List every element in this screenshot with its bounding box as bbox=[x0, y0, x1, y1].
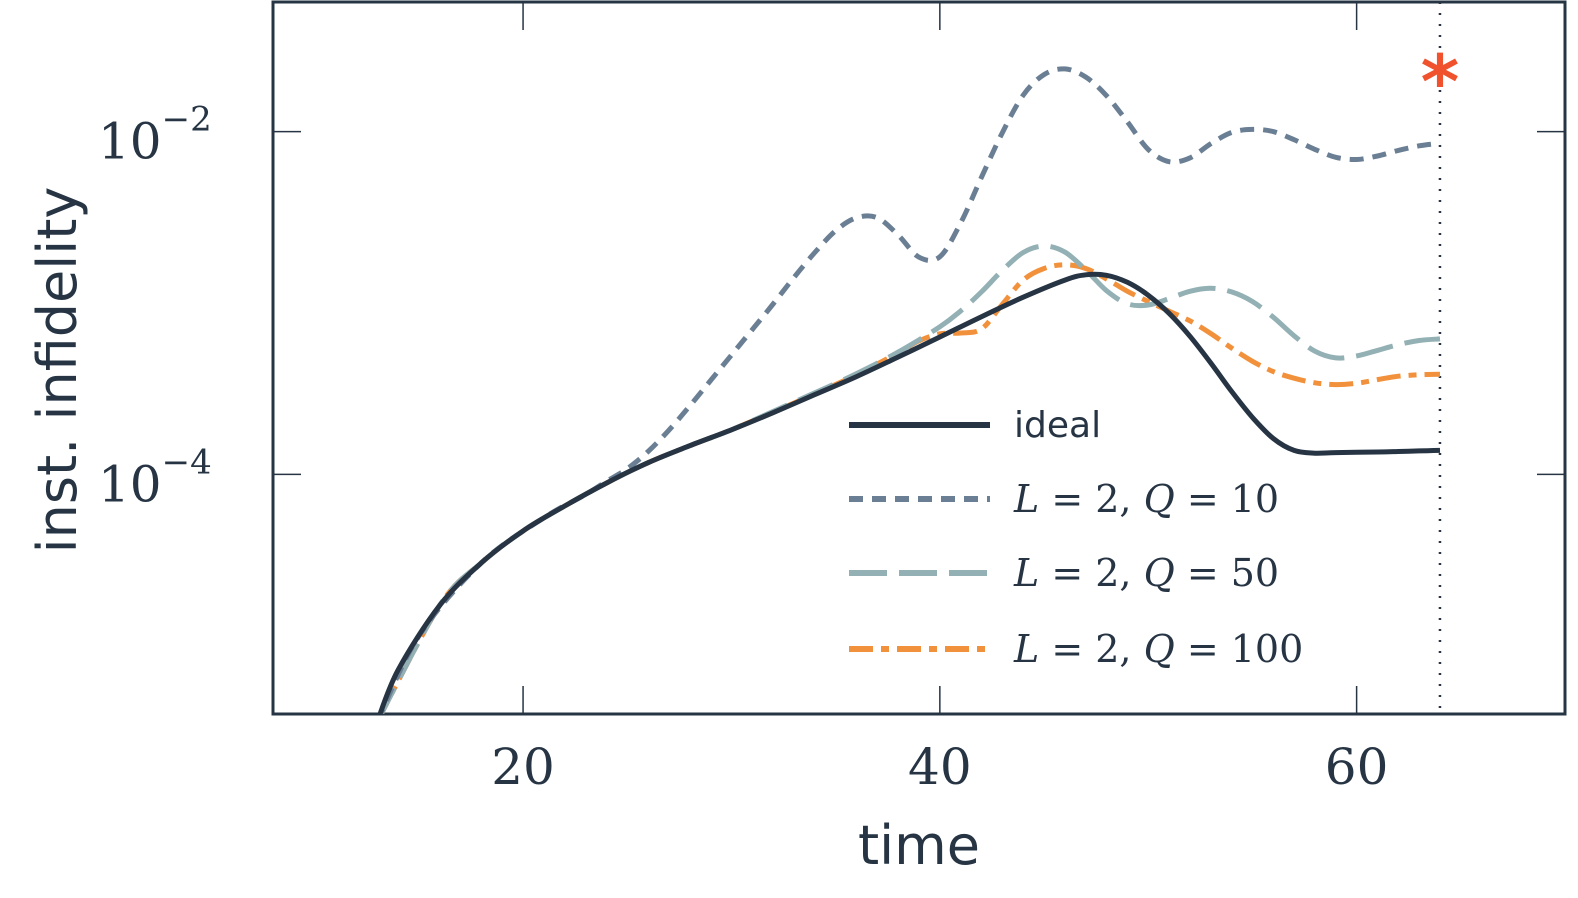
tick-marks bbox=[273, 2, 1565, 714]
x-tick-label: 60 bbox=[1325, 738, 1389, 796]
star-marker: * bbox=[1421, 40, 1460, 126]
plot-frame bbox=[271, 0, 1567, 716]
y-tick-labels: 10−4 10−2 bbox=[98, 100, 212, 514]
x-tick-labels: 20 40 60 bbox=[491, 738, 1388, 796]
plot-area: * bbox=[271, 0, 1567, 716]
y-tick-label: 10−2 bbox=[98, 100, 212, 171]
series-layer bbox=[377, 66, 1441, 714]
x-axis-label: time bbox=[858, 814, 980, 877]
legend-label-2: L = 2, Q = 50 bbox=[1013, 551, 1279, 595]
series-line-1 bbox=[378, 66, 1441, 714]
legend-label-3: L = 2, Q = 100 bbox=[1013, 627, 1303, 671]
legend-label-1: L = 2, Q = 10 bbox=[1013, 477, 1279, 521]
y-axis-label: inst. infidelity bbox=[26, 187, 89, 554]
y-tick-label: 10−4 bbox=[98, 442, 212, 513]
legend-label-0: ideal bbox=[1014, 405, 1101, 446]
legend: ideal L = 2, Q = 10 L = 2, Q = 50 L = 2, Q … bbox=[849, 405, 1303, 671]
series-line-0 bbox=[377, 271, 1441, 714]
x-tick-label: 40 bbox=[908, 738, 972, 796]
x-tick-label: 20 bbox=[491, 738, 555, 796]
